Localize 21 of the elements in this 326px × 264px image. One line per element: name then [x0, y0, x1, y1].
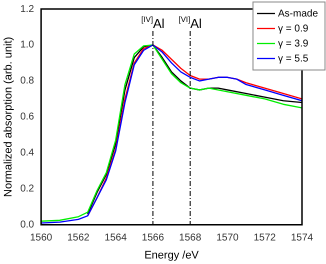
y-tick-label: 0.8	[20, 76, 35, 87]
y-tick-label: 0.4	[20, 148, 35, 159]
x-tick-label: 1568	[179, 232, 202, 244]
x-tick-label: 1564	[104, 232, 128, 244]
legend-label: γ = 0.9	[278, 23, 309, 34]
y-tick-label: 1.0	[20, 40, 35, 51]
y-tick-label: 0.6	[20, 112, 35, 123]
y-axis-title: Normalized absorption (arb. unit)	[2, 36, 15, 197]
y-tick-label: 0.0	[20, 220, 35, 231]
legend-label: As-made	[278, 8, 318, 20]
x-tick-label: 1570	[216, 232, 240, 244]
legend-label: γ = 3.9	[278, 38, 309, 50]
x-tick-label: 1566	[142, 232, 164, 244]
legend-label: γ = 5.5	[278, 53, 309, 64]
x-axis-title: Energy /eV	[144, 249, 200, 262]
x-tick-label: 1574	[290, 232, 314, 244]
x-tick-label: 1560	[30, 232, 53, 244]
x-tick-label: 1562	[67, 232, 90, 244]
y-tick-label: 0.2	[20, 184, 35, 195]
x-tick-label: 1572	[254, 232, 276, 244]
y-tick-label: 1.2	[20, 4, 35, 15]
